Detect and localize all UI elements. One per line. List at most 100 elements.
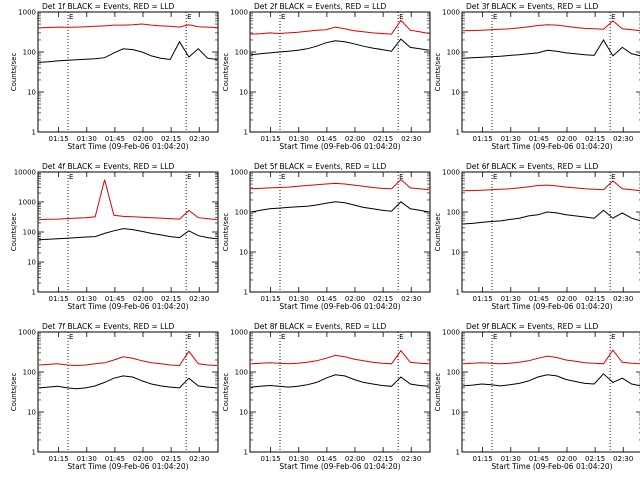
series-line	[462, 180, 640, 192]
x-axis-label: Start Time (09-Feb-06 01:04:20)	[491, 302, 612, 311]
x-tick-label: 02:15	[585, 295, 605, 303]
y-tick-label: 1000	[18, 199, 36, 207]
y-tick-label: 1	[456, 129, 460, 137]
x-tick-label: 01:15	[473, 455, 493, 463]
x-tick-label: 02:15	[585, 135, 605, 143]
y-tick-label: 1	[244, 449, 248, 457]
y-tick-label: 100	[23, 229, 36, 237]
series-line	[38, 350, 218, 367]
x-axis-label: Start Time (09-Feb-06 01:04:20)	[279, 462, 400, 471]
event-marker-label: E	[281, 333, 285, 341]
y-tick-label: 100	[447, 209, 460, 217]
event-marker-label: E	[399, 173, 403, 181]
event-marker-label: E	[69, 173, 73, 181]
y-axis-label: Counts/sec	[222, 373, 230, 412]
chart-panel: Det 9f BLACK = Events, RED = LLD 1 10 100 10…	[434, 322, 640, 471]
chart-panel: Det 2f BLACK = Events, RED = LLD 1 10 100 10…	[222, 2, 431, 151]
y-tick-label: 1	[32, 129, 36, 137]
x-tick-label: 02:00	[133, 295, 153, 303]
y-tick-label: 1	[456, 449, 460, 457]
series-line	[250, 349, 430, 365]
x-axis-label: Start Time (09-Feb-06 01:04:20)	[279, 142, 400, 151]
y-axis-label: Counts/sec	[222, 53, 230, 92]
x-tick-label: 02:00	[345, 135, 365, 143]
x-tick-label: 02:00	[345, 295, 365, 303]
chart-title: Det 6f BLACK = Events, RED = LLD	[466, 162, 599, 171]
x-tick-label: 01:30	[77, 135, 97, 143]
y-tick-label: 10	[27, 89, 36, 97]
event-marker-label: E	[69, 13, 73, 21]
x-tick-label: 01:30	[501, 295, 521, 303]
y-tick-label: 10	[451, 249, 460, 257]
y-tick-label: 1000	[442, 329, 460, 337]
x-axis-label: Start Time (09-Feb-06 01:04:20)	[67, 302, 188, 311]
x-tick-label: 01:15	[261, 295, 281, 303]
y-tick-label: 10	[27, 409, 36, 417]
chart-panel: Det 8f BLACK = Events, RED = LLD 1 10 100 10…	[222, 322, 431, 471]
y-axis-label: Counts/sec	[10, 213, 18, 252]
x-tick-label: 01:15	[473, 135, 493, 143]
series-line	[38, 228, 218, 241]
x-tick-label: 01:45	[529, 295, 549, 303]
event-marker-label: E	[611, 173, 615, 181]
x-tick-label: 01:15	[49, 135, 69, 143]
chart-panel: Det 4f BLACK = Events, RED = LLD 1 10 100 10…	[10, 162, 219, 311]
y-tick-label: 1000	[442, 9, 460, 17]
y-tick-label: 10	[451, 89, 460, 97]
x-tick-label: 01:45	[105, 455, 125, 463]
x-tick-label: 02:00	[557, 295, 577, 303]
y-tick-label: 10	[27, 259, 36, 267]
y-axis-label: Counts/sec	[222, 213, 230, 252]
y-tick-label: 1000	[230, 329, 248, 337]
x-tick-label: 01:30	[289, 455, 309, 463]
plot-frame	[461, 11, 640, 133]
x-axis-label: Start Time (09-Feb-06 01:04:20)	[491, 462, 612, 471]
event-marker-label: E	[187, 173, 191, 181]
y-tick-label: 10000	[14, 169, 36, 177]
y-axis-label: Counts/sec	[10, 373, 18, 412]
x-tick-label: 02:30	[401, 135, 421, 143]
x-axis-label: Start Time (09-Feb-06 01:04:20)	[491, 142, 612, 151]
x-axis-label: Start Time (09-Feb-06 01:04:20)	[67, 142, 188, 151]
plot-frame	[37, 11, 219, 133]
event-marker-label: E	[611, 333, 615, 341]
plot-frame	[461, 171, 640, 293]
x-tick-label: 01:45	[317, 295, 337, 303]
x-tick-label: 01:15	[473, 295, 493, 303]
y-tick-label: 10	[239, 249, 248, 257]
series-line	[250, 19, 430, 35]
x-tick-label: 02:30	[613, 455, 633, 463]
chart-panel: Det 1f BLACK = Events, RED = LLD 1 10 100 10…	[10, 2, 219, 151]
x-tick-label: 02:30	[189, 455, 209, 463]
series-line	[250, 38, 430, 56]
x-tick-label: 01:30	[77, 455, 97, 463]
event-marker-label: E	[69, 333, 73, 341]
series-line	[462, 349, 640, 365]
series-line	[38, 179, 218, 221]
chart-title: Det 7f BLACK = Events, RED = LLD	[42, 322, 175, 331]
y-tick-label: 1000	[18, 9, 36, 17]
x-tick-label: 02:00	[133, 135, 153, 143]
event-marker-label: E	[187, 13, 191, 21]
series-line	[38, 375, 218, 390]
x-tick-label: 02:30	[613, 295, 633, 303]
chart-panel: Det 5f BLACK = Events, RED = LLD 1 10 100 10…	[222, 162, 431, 311]
y-tick-label: 1	[32, 449, 36, 457]
x-tick-label: 01:45	[529, 455, 549, 463]
y-tick-label: 100	[235, 49, 248, 57]
plot-frame	[249, 171, 431, 293]
y-tick-label: 10	[239, 89, 248, 97]
y-tick-label: 10	[451, 409, 460, 417]
x-tick-label: 01:45	[105, 295, 125, 303]
x-tick-label: 02:00	[345, 455, 365, 463]
event-marker-label: E	[399, 13, 403, 21]
y-axis-label: Counts/sec	[434, 373, 442, 412]
x-tick-label: 01:30	[289, 135, 309, 143]
series-line	[462, 209, 640, 225]
chart-title: Det 8f BLACK = Events, RED = LLD	[254, 322, 387, 331]
event-marker-label: E	[611, 13, 615, 21]
event-marker-label: E	[493, 333, 497, 341]
x-tick-label: 02:15	[585, 455, 605, 463]
x-tick-label: 02:15	[373, 455, 393, 463]
chart-panel: Det 6f BLACK = Events, RED = LLD 1 10 100 10…	[434, 162, 640, 311]
